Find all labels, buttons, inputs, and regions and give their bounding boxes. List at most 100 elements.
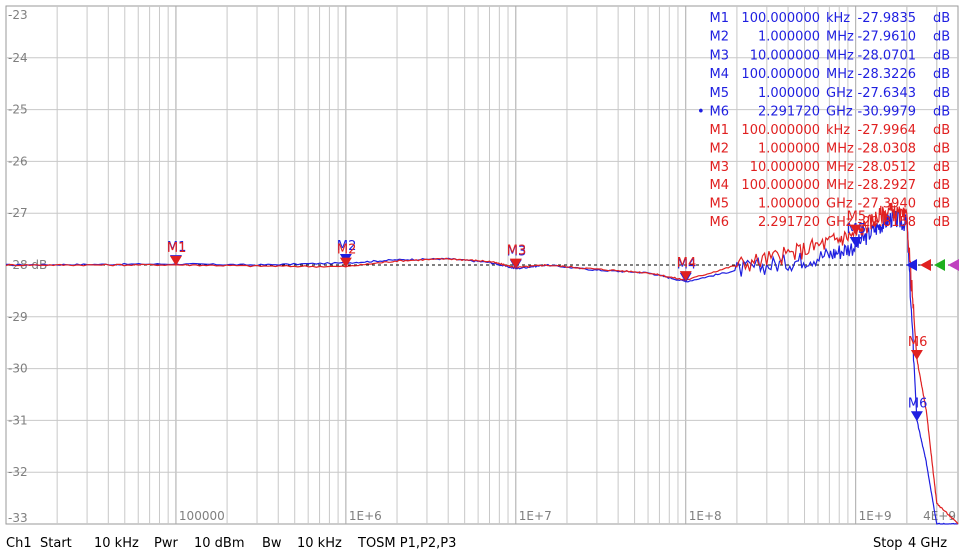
marker-row-red-cell: 10.000000 — [750, 160, 820, 175]
marker-row-red-cell: -28.0512 — [858, 160, 916, 175]
power-value[interactable]: 10 dBm — [194, 536, 245, 551]
start-label: Start — [40, 536, 72, 551]
marker-row-blue-cell: 100.000000 — [741, 67, 820, 82]
marker-row-red-cell: dB — [933, 160, 950, 175]
marker-row-blue-cell: 2.291720 — [758, 105, 820, 120]
marker-row-red-cell: 100.000000 — [741, 178, 820, 193]
reference-arrows — [906, 259, 959, 271]
marker-row-red-cell: dB — [933, 178, 950, 193]
y-tick-label: -30 — [8, 362, 28, 376]
marker-row-blue-cell: 1.000000 — [758, 30, 820, 45]
marker-row-red-cell: dB — [933, 123, 950, 138]
marker-row-blue-cell: MHz — [826, 30, 854, 45]
marker-row-blue-cell: MHz — [826, 67, 854, 82]
marker-row-blue-cell: M1 — [710, 11, 730, 26]
marker-row-blue-cell: dB — [933, 67, 950, 82]
x-tick-label: 1E+9 — [859, 509, 892, 523]
marker-row-blue-cell: GHz — [826, 105, 853, 120]
x-tick-label: 4E+9 — [923, 509, 956, 523]
marker-row-blue-cell: M2 — [710, 30, 730, 45]
marker-row-blue-cell: dB — [933, 48, 950, 63]
marker-row-blue-cell: M6 — [710, 105, 730, 120]
y-axis-ticks: -23-24-25-26-27-28 dB-29-30-31-32-33 — [8, 8, 47, 525]
marker-row-red-cell: dB — [933, 141, 950, 156]
marker-row-red-cell: M4 — [710, 178, 730, 193]
trace-line-1 — [5, 210, 959, 525]
y-tick-label: -23 — [8, 8, 28, 22]
y-tick-label: -26 — [8, 154, 28, 168]
x-tick-label: 100000 — [179, 509, 225, 523]
marker-row-red-cell: 1.000000 — [758, 197, 820, 212]
status-bar: Ch1 Start 10 kHz Pwr 10 dBm Bw 10 kHz TO… — [0, 533, 964, 554]
x-tick-label: 1E+7 — [519, 509, 552, 523]
channel-label[interactable]: Ch1 — [6, 536, 32, 551]
y-tick-label: -25 — [8, 103, 28, 117]
marker-row-blue-cell: -28.3226 — [858, 67, 916, 82]
marker-row-red-cell: -29.8158 — [858, 215, 916, 230]
y-tick-label: -29 — [8, 310, 28, 324]
reference-arrow — [906, 259, 917, 271]
marker-row-blue-cell: -28.0701 — [858, 48, 916, 63]
marker-triangle — [910, 350, 923, 361]
reference-arrow — [920, 259, 931, 271]
y-tick-label: -33 — [8, 511, 28, 525]
y-tick-label: -31 — [8, 413, 28, 427]
marker-row-blue-cell: 1.000000 — [758, 86, 820, 101]
start-value[interactable]: 10 kHz — [94, 536, 139, 551]
marker-row-blue-cell: GHz — [826, 86, 853, 101]
y-tick-label: -24 — [8, 51, 28, 65]
marker-row-blue-cell: kHz — [826, 11, 850, 26]
markers: M1M2M3M4M5M6M1M2M3M4M5M6 — [167, 210, 927, 422]
marker-label: M3 — [507, 244, 527, 259]
calibration-label[interactable]: TOSM P1,P2,P3 — [358, 536, 457, 551]
y-tick-label: -32 — [8, 465, 28, 479]
marker-row-blue-cell: -27.9835 — [858, 11, 916, 26]
reference-arrow — [948, 259, 959, 271]
marker-row-red-cell: 2.291720 — [758, 215, 820, 230]
marker-label: M2 — [337, 243, 357, 258]
marker-row-blue-cell: dB — [933, 30, 950, 45]
marker-triangle — [339, 257, 352, 268]
trace-line-2 — [5, 202, 959, 525]
marker-row-red-cell: GHz — [826, 197, 853, 212]
marker-row-red-cell: MHz — [826, 141, 854, 156]
marker-row-red-cell: dB — [933, 197, 950, 212]
marker-row-blue-active: • — [697, 105, 705, 120]
marker-row-red-cell: -27.9964 — [858, 123, 916, 138]
marker-row-blue-cell: 10.000000 — [750, 48, 820, 63]
marker-row-blue-cell: -27.9610 — [858, 30, 916, 45]
marker-row-red-cell: M5 — [710, 197, 730, 212]
stop-label: Stop — [873, 536, 903, 551]
marker-triangle — [169, 255, 182, 266]
marker-label: M1 — [167, 241, 187, 256]
marker-label: M3 — [507, 245, 527, 260]
traces — [5, 202, 959, 525]
marker-row-red-cell: -28.0308 — [858, 141, 916, 156]
x-tick-label: 1E+6 — [349, 509, 382, 523]
marker-row-blue-cell: MHz — [826, 48, 854, 63]
marker-label: M6 — [908, 335, 928, 350]
marker-row-blue-cell: M3 — [710, 48, 730, 63]
sweep-chart: -23-24-25-26-27-28 dB-29-30-31-32-33 100… — [5, 5, 959, 525]
marker-triangle — [849, 224, 862, 235]
marker-row-blue-cell: dB — [933, 11, 950, 26]
marker-table: M1 100.000000 kHz -27.9835 dB M2 1.000000 MHz -2… — [697, 11, 950, 230]
marker-row-blue-cell: 100.000000 — [741, 11, 820, 26]
marker-label: M6 — [908, 396, 928, 411]
bandwidth-value[interactable]: 10 kHz — [297, 536, 342, 551]
stop-value[interactable]: 4 GHz — [908, 536, 948, 551]
marker-row-red-cell: -28.2927 — [858, 178, 916, 193]
marker-row-red-cell: GHz — [826, 215, 853, 230]
marker-triangle — [849, 237, 862, 248]
marker-triangle — [679, 271, 692, 282]
marker-row-red-cell: M3 — [710, 160, 730, 175]
reference-arrow — [934, 259, 945, 271]
marker-row-blue-cell: dB — [933, 105, 950, 120]
marker-row-red-cell: M1 — [710, 123, 730, 138]
marker-label: M2 — [337, 239, 357, 254]
bandwidth-label: Bw — [262, 536, 282, 551]
marker-row-red-cell: 1.000000 — [758, 141, 820, 156]
marker-row-blue-cell: -30.9979 — [858, 105, 916, 120]
marker-triangle — [910, 411, 923, 422]
marker-row-red-cell: -27.3940 — [858, 197, 916, 212]
